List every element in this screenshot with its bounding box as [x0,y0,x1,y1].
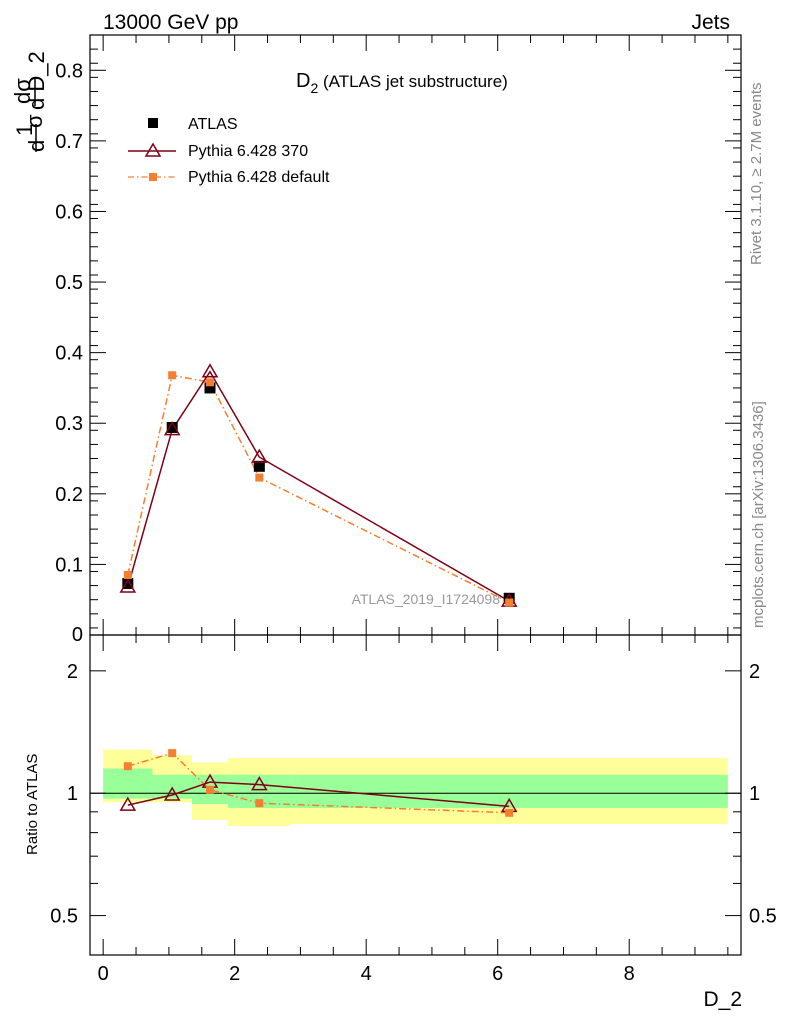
svg-text:dσ: dσ [10,78,35,104]
ratio-y-axis: 0.5 0.5 1 1 2 2 [50,661,777,928]
legend-label-atlas: ATLAS [188,116,238,133]
ratio-plot-frame [89,634,742,956]
ratio-point-pythia-370 [119,796,137,811]
ratio-y-tick-label-left: 0.5 [50,906,78,928]
legend-entry-atlas: ATLAS [148,116,238,133]
ratio-y-axis-label: Ratio to ATLAS [24,754,41,855]
main-y-tick-label-zero: 0 [72,624,83,646]
x-tick-label: 4 [361,963,372,985]
main-x-ticks [102,35,729,635]
ratio-panel: 0.5 0.5 1 1 2 2 0 2 4 6 8 Ratio to ATLAS D_2 [24,634,777,1011]
point-pythia-370 [119,578,137,593]
main-y-axis-label: d 1 σ dσ d D_2 [10,51,49,152]
ratio-point-pythia-default [168,749,177,758]
uncertainty-band-inner [290,774,728,808]
ratio-point-pythia-default [206,785,215,794]
main-y-axis: 0.1 0.2 0.3 0.4 0.5 0.6 0.7 0.8 0 [55,48,741,646]
header-energy-label: 13000 GeV pp [103,11,238,34]
main-y-tick-label: 0.4 [55,343,83,365]
legend-entry-pythia-default: Pythia 6.428 default [128,169,330,186]
point-atlas [204,382,216,394]
legend-entry-pythia-370: Pythia 6.428 370 [128,142,308,160]
main-panel: 0.1 0.2 0.3 0.4 0.5 0.6 0.7 0.8 0 D2 (ATLAS jet … [10,34,742,646]
x-tick-label: 0 [98,963,109,985]
rivet-version-label: Rivet 3.1.10, ≥ 2.7M events [748,83,765,266]
x-tick-label: 8 [624,963,635,985]
ratio-y-tick-label-right: 0.5 [749,906,777,928]
main-y-tick-label: 0.1 [55,554,83,576]
point-pythia-default [168,371,177,380]
ratio-plot-content [90,749,741,827]
ratio-point-pythia-370 [163,786,181,801]
ratio-y-tick-label-right: 1 [749,783,760,805]
main-y-tick-label: 0.2 [55,484,83,506]
main-y-tick-label: 0.6 [55,201,83,223]
ratio-point-pythia-default [255,799,264,808]
ratio-point-pythia-370 [251,776,268,791]
plot-title: D2 (ATLAS jet substructure) [296,70,508,96]
point-pythia-370 [163,421,181,436]
ratio-line-pythia-default [127,752,510,814]
svg-text:σ: σ [22,114,47,128]
point-atlas [122,577,134,589]
main-y-tick-label: 0.5 [55,272,83,294]
ratio-point-pythia-default [505,808,514,817]
x-tick-label: 6 [492,963,503,985]
analysis-watermark: ATLAS_2019_I1724098 [352,591,501,607]
legend-marker-atlas [148,118,158,128]
svg-text:1: 1 [12,124,37,136]
legend-marker-pythia-370 [144,142,162,157]
point-pythia-default [123,571,132,579]
point-atlas [253,460,265,472]
point-atlas [166,421,178,433]
uncertainty-band-inner [103,768,153,799]
point-pythia-370 [201,363,219,378]
main-y-tick-label: 0.3 [55,413,83,435]
header-process-label: Jets [691,11,730,34]
point-pythia-default [206,378,215,387]
legend: ATLAS Pythia 6.428 370 Pythia 6.428 defa… [128,116,330,186]
ratio-y-tick-label-left: 2 [67,661,78,683]
x-tick-label: 2 [229,963,240,985]
svg-text:d D_2: d D_2 [24,51,49,110]
ratio-line-pythia-370 [127,781,510,808]
ratio-point-pythia-default [123,762,132,771]
main-y-tick-label: 0.7 [55,131,83,153]
legend-label-pythia-default: Pythia 6.428 default [188,169,330,186]
ratio-y-tick-label-left: 1 [67,783,78,805]
ratio-y-tick-label-right: 2 [749,661,760,683]
line-pythia-370 [127,370,510,602]
point-pythia-default [255,473,264,482]
main-plot-content [119,363,518,607]
ratio-x-axis: 0 2 4 6 8 [98,635,729,985]
legend-marker-pythia-default [149,173,157,181]
point-atlas [503,592,515,604]
main-y-tick-label: 0.8 [55,60,83,82]
point-pythia-default [505,598,514,607]
point-pythia-370 [251,448,268,463]
legend-label-pythia-370: Pythia 6.428 370 [188,143,308,160]
mcplots-reference-label: mcplots.cern.ch [arXiv:1306.3436] [750,401,767,628]
x-axis-label: D_2 [703,988,742,1011]
